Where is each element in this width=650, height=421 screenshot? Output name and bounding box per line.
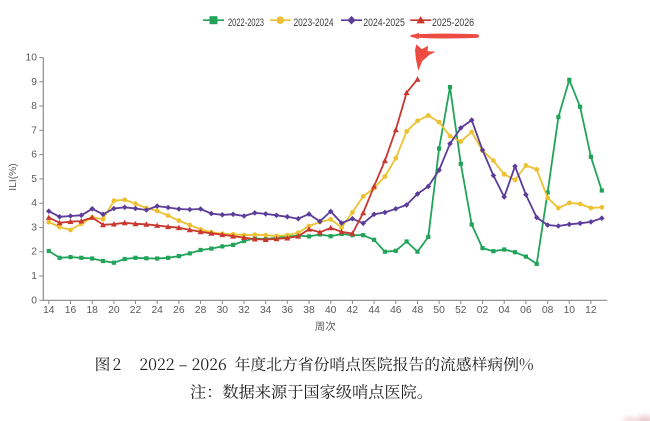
svg-text:32: 32	[238, 305, 250, 316]
svg-text:26: 26	[173, 305, 185, 316]
svg-text:ILI(%): ILI(%)	[8, 163, 19, 190]
svg-text:16: 16	[65, 305, 77, 316]
svg-text:10: 10	[564, 305, 576, 316]
svg-text:7: 7	[31, 125, 37, 136]
svg-text:1: 1	[31, 271, 37, 282]
svg-text:3: 3	[31, 223, 37, 234]
svg-text:52: 52	[455, 305, 467, 316]
svg-text:9: 9	[31, 77, 37, 88]
svg-text:4: 4	[31, 198, 37, 209]
svg-text:34: 34	[260, 305, 272, 316]
svg-text:42: 42	[347, 305, 359, 316]
svg-text:02: 02	[477, 305, 489, 316]
svg-text:14: 14	[43, 305, 55, 316]
svg-text:2022-2023: 2022-2023	[228, 17, 264, 29]
svg-text:12: 12	[585, 305, 597, 316]
svg-text:2025-2026: 2025-2026	[432, 17, 474, 29]
svg-text:44: 44	[368, 305, 380, 316]
svg-text:50: 50	[433, 305, 445, 316]
svg-text:8: 8	[31, 101, 37, 112]
svg-text:5: 5	[31, 174, 37, 185]
svg-text:28: 28	[195, 305, 207, 316]
svg-text:24: 24	[151, 305, 163, 316]
svg-text:46: 46	[390, 305, 402, 316]
svg-text:18: 18	[86, 305, 98, 316]
svg-text:2023-2024: 2023-2024	[294, 17, 334, 29]
svg-text:06: 06	[520, 305, 532, 316]
svg-text:20: 20	[108, 305, 120, 316]
svg-text:6: 6	[31, 150, 37, 161]
svg-text:36: 36	[282, 305, 294, 316]
svg-text:0: 0	[31, 295, 37, 306]
svg-text:08: 08	[542, 305, 554, 316]
svg-text:38: 38	[303, 305, 315, 316]
svg-text:2: 2	[31, 247, 37, 258]
svg-text:30: 30	[217, 305, 229, 316]
svg-text:04: 04	[498, 305, 510, 316]
svg-text:10: 10	[26, 53, 38, 64]
svg-text:22: 22	[130, 305, 142, 316]
svg-text:2024-2025: 2024-2025	[363, 17, 405, 29]
svg-text:40: 40	[325, 305, 337, 316]
svg-text:48: 48	[412, 305, 424, 316]
